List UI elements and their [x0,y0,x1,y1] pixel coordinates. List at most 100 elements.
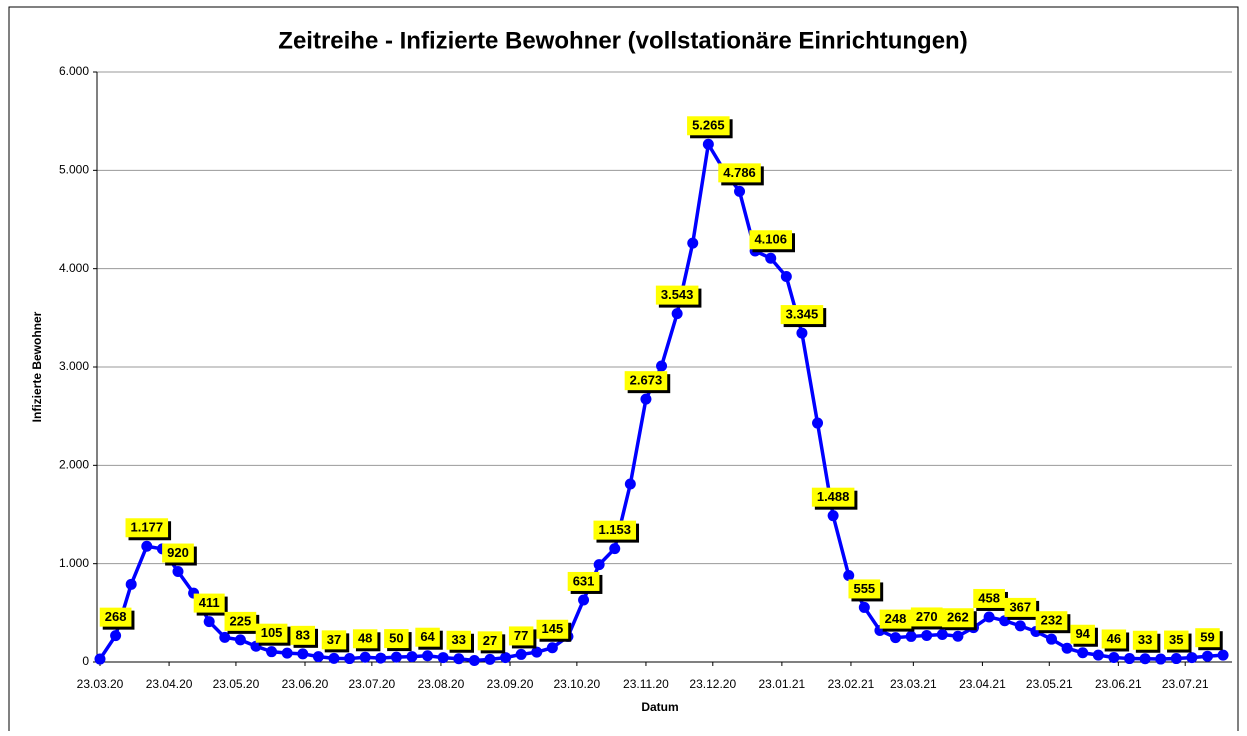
data-point [1046,633,1058,645]
data-point [765,252,777,264]
x-tick-label: 23.09.20 [487,677,534,691]
data-point [328,652,340,664]
series-line [98,139,1224,663]
data-point [640,393,652,405]
data-label-bg [384,629,409,649]
data-label-box [477,631,506,654]
data-label-bg [910,607,943,627]
data-point [796,327,808,339]
y-tick-label: 2.000 [59,458,89,472]
data-label: 411 [199,595,220,610]
data-point [110,630,122,642]
data-label-box [1070,624,1098,647]
data-label: 1.488 [817,489,850,504]
x-axis-label: Datum [641,700,678,714]
data-point [827,510,839,522]
data-label: 268 [105,609,127,624]
data-label-bg [655,285,699,305]
data-label: 2.673 [630,373,663,388]
data-point [515,648,527,660]
data-label-bg [749,230,793,250]
data-label: 3.543 [661,287,694,302]
data-label-box [352,629,381,652]
data-point [609,543,621,555]
y-tick-label: 1.000 [59,556,89,570]
data-point [671,308,683,320]
data-point [1014,620,1026,632]
data-point [1170,653,1182,665]
data-label-box [125,518,172,541]
data-point [266,646,278,658]
data-label-bg [352,629,378,649]
data-label-bg [1164,630,1189,650]
data-point [281,647,293,659]
data-label: 33 [1138,632,1152,647]
data-point [983,611,995,623]
data-label-box [162,543,197,566]
data-point [687,237,699,249]
data-point [437,652,449,664]
data-point [344,653,356,665]
data-point [297,648,309,660]
x-tick-label: 23.01.21 [759,677,806,691]
data-label: 4.106 [754,232,787,247]
data-label-box [718,163,764,186]
data-point [546,642,558,654]
data-label-box [1132,630,1161,653]
data-label: 3.345 [786,307,819,322]
data-label: 631 [573,573,595,588]
data-label-bg [162,543,194,563]
data-point [702,138,714,150]
data-label: 5.265 [692,118,725,133]
data-label-box [1195,628,1223,651]
data-label-bg [879,609,912,629]
data-point [531,646,543,658]
data-point [1139,653,1151,665]
x-tick-label: 23.03.21 [890,677,937,691]
data-label-box [1004,597,1040,620]
data-label-bg [446,630,471,650]
data-label: 105 [261,625,283,640]
data-label-bg [224,611,257,631]
data-point [812,417,824,429]
data-label-box [290,625,319,648]
data-label-bg [1195,628,1220,648]
data-label: 27 [483,633,497,648]
data-point [843,569,855,581]
x-tick-label: 23.12.20 [689,677,736,691]
data-label-bg [536,619,569,639]
data-point [890,632,902,644]
y-tick-label: 0 [82,654,89,668]
data-label: 94 [1075,626,1090,641]
data-label: 920 [167,545,189,560]
data-point [468,655,480,667]
data-point [125,578,137,590]
data-label-bg [811,487,855,507]
x-tick-label: 23.05.20 [213,677,260,691]
data-point [1061,642,1073,654]
data-label: 48 [358,631,372,646]
data-label-box [687,116,733,139]
data-label-box [193,593,228,616]
data-point [1108,651,1120,663]
data-point [500,652,512,664]
data-point [1186,652,1198,664]
data-point [406,651,418,663]
data-point [219,631,231,643]
y-tick-label: 5.000 [59,163,89,177]
data-point [1077,647,1089,659]
data-label-bg [255,623,288,643]
data-point [1155,653,1167,665]
data-label-bg [290,625,316,645]
data-label-bg [1101,629,1127,649]
data-point [375,652,387,664]
data-point [203,616,215,628]
data-label-box [910,607,946,630]
data-label: 367 [1009,599,1031,614]
data-label-bg [1004,597,1037,617]
data-point [1092,649,1104,661]
data-label-box [415,627,443,650]
x-tick-label: 23.04.20 [146,677,193,691]
data-label-bg [1070,624,1095,644]
data-label: 4.786 [723,165,756,180]
